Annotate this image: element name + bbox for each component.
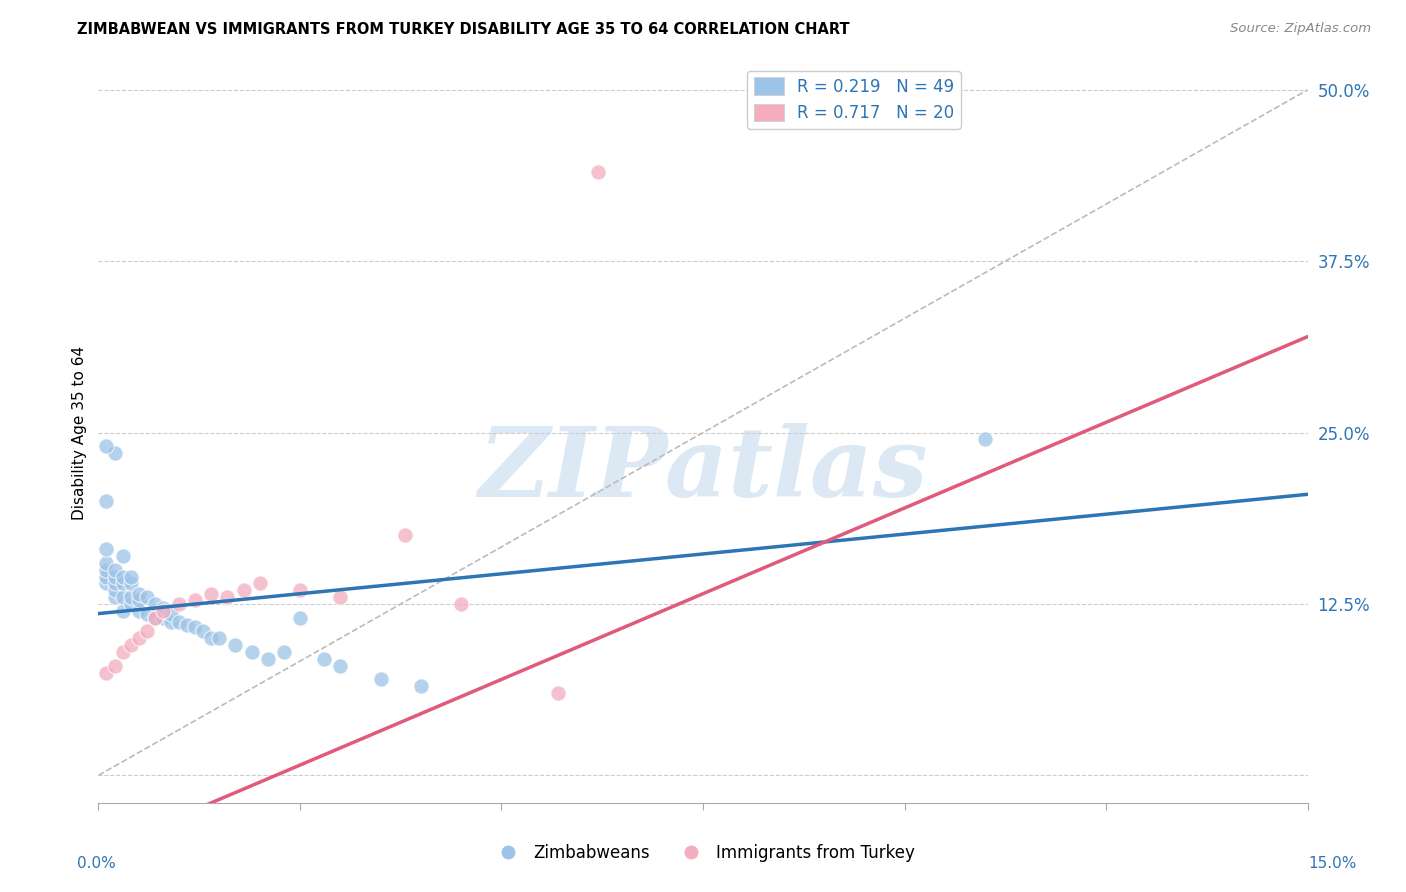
Point (103, 446, 125, 460)
Point (167, 615, 190, 629)
Point (208, 632, 231, 646)
Point (120, 590, 142, 604)
Point (96, 563, 118, 577)
Point (240, 645, 263, 659)
Point (273, 645, 295, 659)
Point (586, 165, 609, 179)
Point (288, 583, 311, 598)
Point (394, 528, 416, 542)
Point (143, 610, 166, 624)
Point (152, 604, 174, 618)
Point (103, 658, 125, 673)
Text: 0.0%: 0.0% (77, 856, 117, 871)
Point (120, 597, 142, 611)
Point (224, 638, 246, 652)
Point (111, 576, 134, 591)
Point (120, 569, 142, 583)
Legend: Zimbabweans, Immigrants from Turkey: Zimbabweans, Immigrants from Turkey (485, 838, 921, 869)
Text: ZIPatlas: ZIPatlas (478, 423, 928, 516)
Point (184, 620, 207, 634)
Point (96, 439, 118, 453)
Text: Source: ZipAtlas.com: Source: ZipAtlas.com (1230, 22, 1371, 36)
Text: 15.0%: 15.0% (1309, 856, 1357, 871)
Point (128, 632, 150, 646)
Point (96, 494, 118, 508)
Point (111, 604, 134, 618)
Point (135, 624, 157, 639)
Point (96, 576, 118, 591)
Point (135, 590, 157, 604)
Point (176, 617, 198, 632)
Point (184, 593, 207, 607)
Point (152, 610, 174, 624)
Point (547, 686, 569, 700)
Point (128, 587, 150, 601)
Point (409, 679, 432, 693)
Point (256, 652, 278, 666)
Point (160, 607, 183, 621)
Point (120, 576, 142, 591)
Point (232, 583, 254, 598)
Point (974, 433, 997, 447)
Point (111, 569, 134, 583)
Point (111, 645, 134, 659)
Point (103, 590, 125, 604)
Point (143, 610, 166, 624)
Point (329, 590, 352, 604)
Point (103, 569, 125, 583)
Y-axis label: Disability Age 35 to 64: Disability Age 35 to 64 (72, 345, 87, 520)
Point (152, 601, 174, 615)
Point (96, 542, 118, 557)
Point (217, 590, 239, 604)
Point (135, 607, 157, 621)
Point (193, 624, 215, 639)
Point (111, 590, 134, 604)
Point (249, 576, 271, 591)
Point (96, 569, 118, 583)
Point (111, 549, 134, 563)
Point (128, 604, 150, 618)
Point (96, 556, 118, 570)
Point (288, 610, 311, 624)
Point (370, 673, 392, 687)
Point (329, 658, 352, 673)
Point (200, 632, 222, 646)
Point (128, 593, 150, 607)
Point (450, 597, 472, 611)
Text: ZIMBABWEAN VS IMMIGRANTS FROM TURKEY DISABILITY AGE 35 TO 64 CORRELATION CHART: ZIMBABWEAN VS IMMIGRANTS FROM TURKEY DIS… (77, 22, 851, 37)
Point (103, 583, 125, 598)
Point (167, 597, 190, 611)
Point (96, 665, 118, 680)
Point (120, 638, 142, 652)
Point (143, 597, 166, 611)
Point (103, 576, 125, 591)
Point (103, 563, 125, 577)
Point (160, 615, 183, 629)
Point (200, 587, 222, 601)
Point (314, 652, 336, 666)
